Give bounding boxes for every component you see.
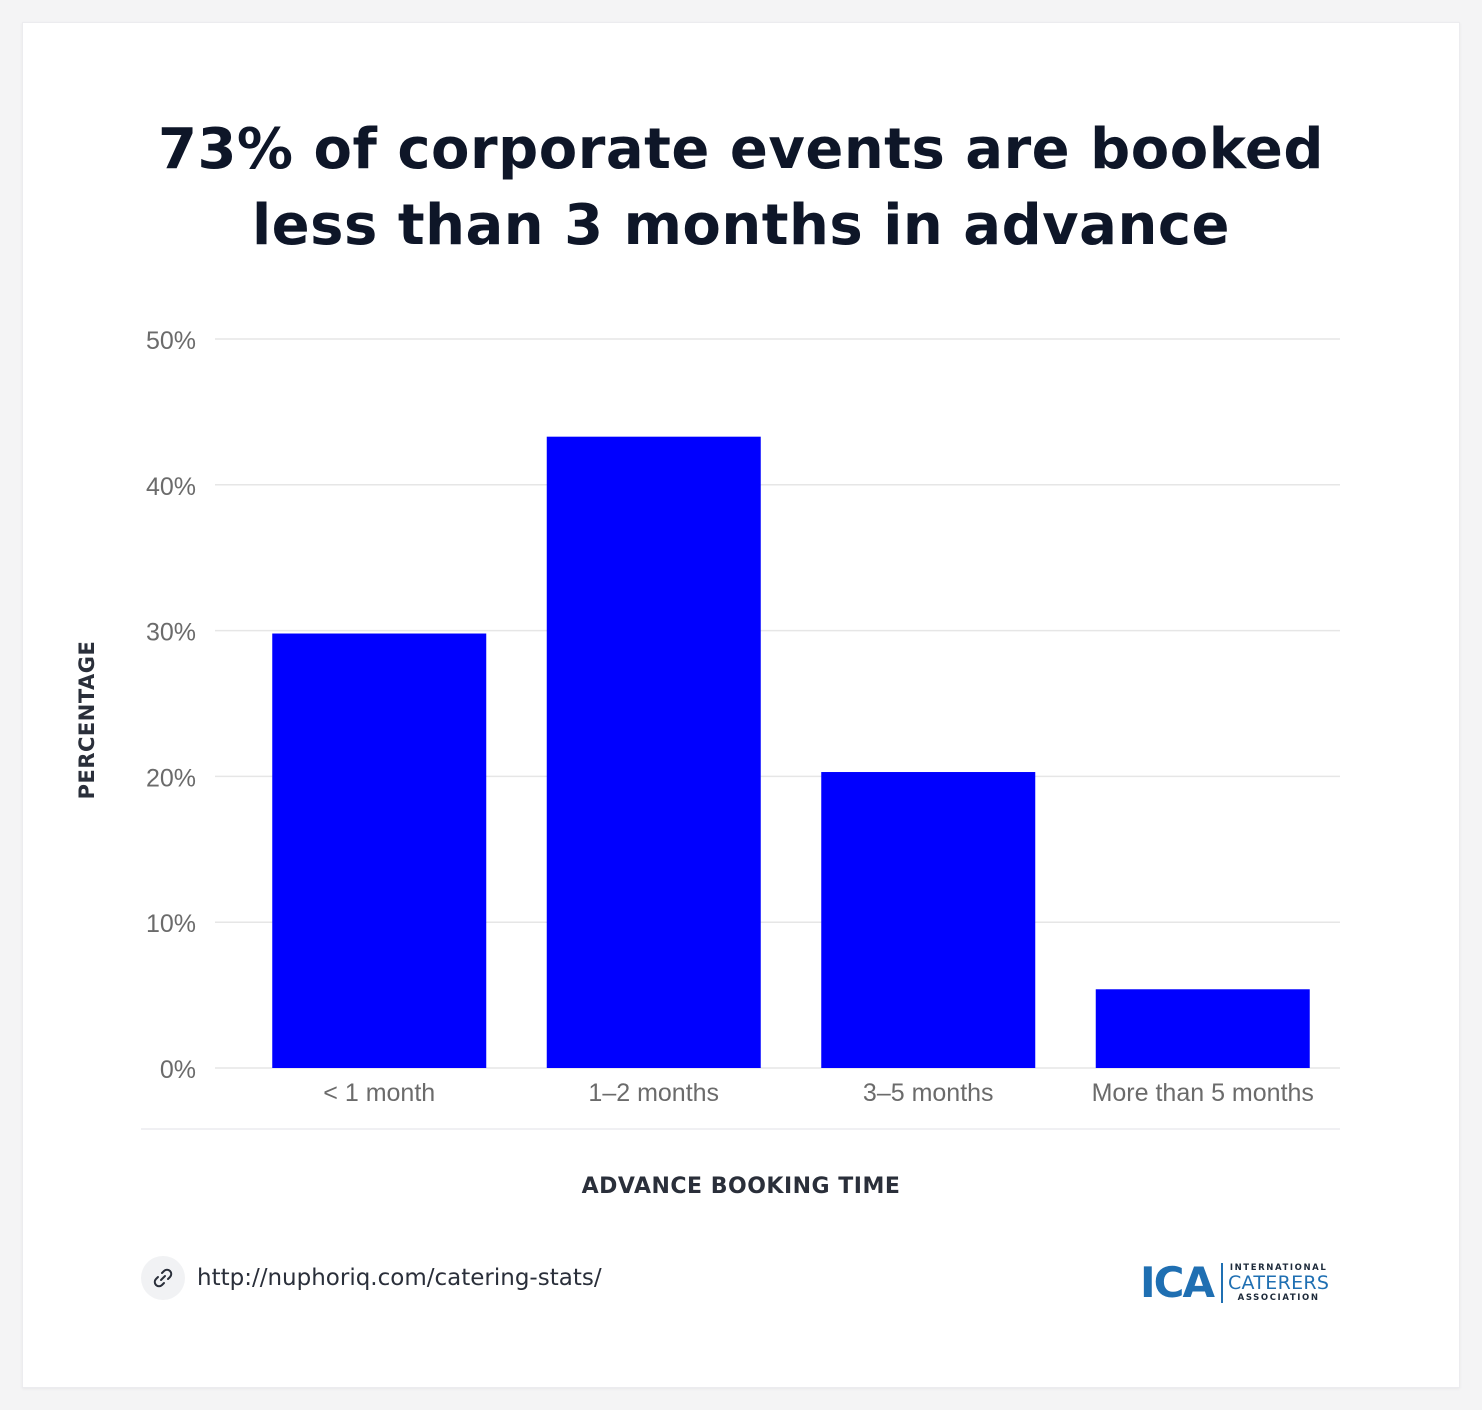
logo-divider xyxy=(1220,1263,1223,1303)
y-axis-ticks: 0% 10% 20% 30% 40% 50% xyxy=(146,327,196,1084)
x-tick-label: < 1 month xyxy=(323,1079,435,1107)
bars xyxy=(272,436,1310,1068)
bar xyxy=(546,436,761,1068)
y-tick-label: 40% xyxy=(146,473,196,501)
source-url[interactable]: http://nuphoriq.com/catering-stats/ xyxy=(197,1265,602,1291)
logo-mark: ICA xyxy=(1140,1258,1215,1307)
y-tick-label: 50% xyxy=(146,327,196,355)
ica-logo: ICA INTERNATIONAL CATERERS ASSOCIATION xyxy=(1140,1262,1329,1304)
bar xyxy=(821,772,1036,1068)
chart-title-line-1: 73% of corporate events are booked xyxy=(157,117,1324,182)
x-tick-label: 3–5 months xyxy=(863,1079,994,1107)
y-tick-label: 0% xyxy=(160,1056,196,1084)
logo-text-caterers: CATERERS xyxy=(1227,1272,1330,1294)
bar xyxy=(1095,989,1310,1068)
chart-title-line-2: less than 3 months in advance xyxy=(251,193,1230,258)
x-tick-label: More than 5 months xyxy=(1092,1079,1314,1107)
x-axis-label: ADVANCE BOOKING TIME xyxy=(581,1174,901,1199)
y-tick-label: 30% xyxy=(146,619,196,647)
bar xyxy=(272,633,487,1068)
source-link[interactable]: http://nuphoriq.com/catering-stats/ xyxy=(141,1256,602,1300)
y-tick-label: 20% xyxy=(146,764,196,792)
logo-text-association: ASSOCIATION xyxy=(1237,1293,1320,1303)
chart-title: 73% of corporate events are booked less … xyxy=(0,112,1482,264)
y-tick-label: 10% xyxy=(146,910,196,938)
y-axis-label: PERCENTAGE xyxy=(75,640,99,800)
x-axis-ticks: < 1 month 1–2 months 3–5 months More than 5… xyxy=(323,1079,1314,1107)
logo-wordmark: INTERNATIONAL CATERERS ASSOCIATION xyxy=(1228,1263,1329,1303)
logo-text-international: INTERNATIONAL xyxy=(1229,1263,1328,1273)
link-icon xyxy=(141,1256,185,1300)
x-tick-label: 1–2 months xyxy=(588,1079,719,1107)
